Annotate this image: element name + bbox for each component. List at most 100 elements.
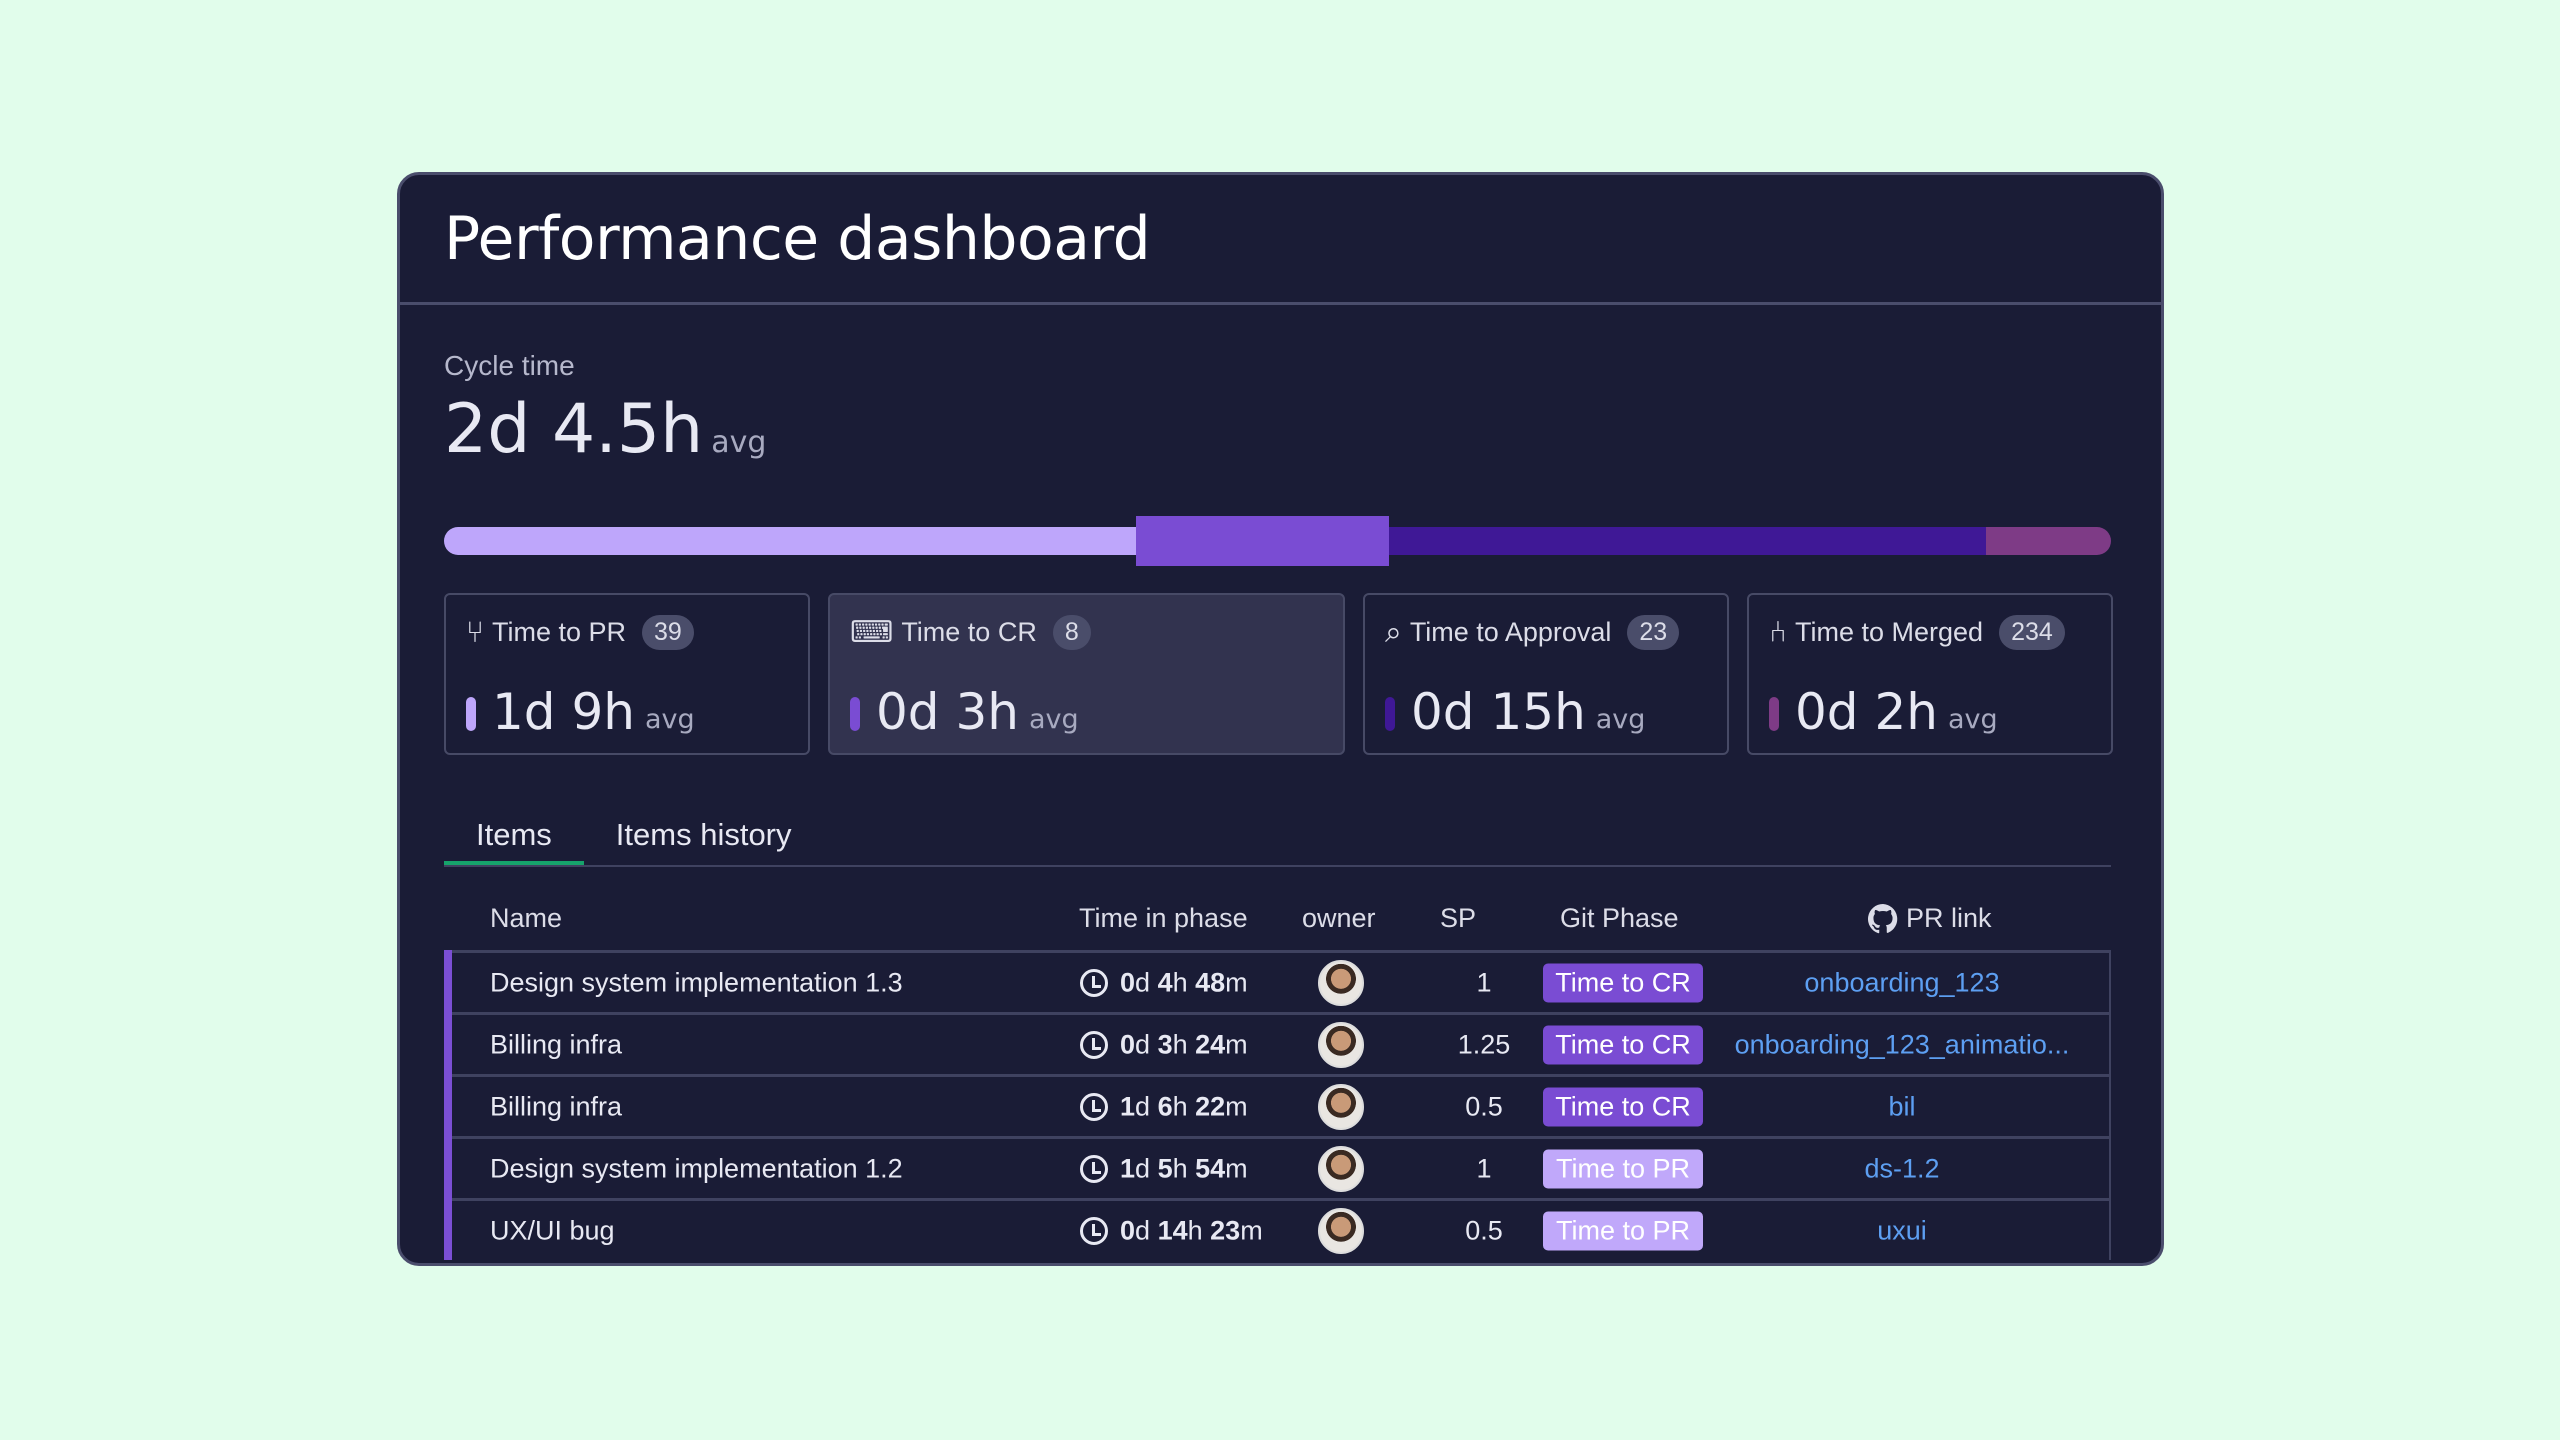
search-check-icon: ⌕ xyxy=(1385,615,1402,649)
kpi-count-badge: 8 xyxy=(1052,615,1091,650)
tab-items[interactable]: Items xyxy=(444,807,584,865)
phase-segment-0[interactable] xyxy=(444,527,1136,555)
kpi-card-time-to-merged[interactable]: ⑃ Time to Merged 234 0d 2h avg xyxy=(1747,593,2113,755)
time-part: 0 xyxy=(1120,1215,1136,1245)
story-points: 1.25 xyxy=(1457,1029,1511,1059)
time-part: 1 xyxy=(1120,1153,1136,1183)
phase-segment-2[interactable] xyxy=(1389,527,1986,555)
kpi-color-pill xyxy=(850,697,860,731)
kpi-count-badge: 39 xyxy=(642,615,694,650)
pr-link[interactable]: onboarding_123 xyxy=(1804,967,2000,997)
time-part: 24 xyxy=(1195,1029,1226,1059)
col-owner[interactable]: owner xyxy=(1302,903,1376,933)
header: Performance dashboard xyxy=(400,175,2161,305)
time-in-phase: 0d 3h 24m xyxy=(1120,1029,1248,1059)
cycle-time-label: Cycle time xyxy=(444,350,575,381)
item-name[interactable]: Design system implementation 1.3 xyxy=(490,967,903,997)
time-in-phase: 1d 6h 22m xyxy=(1120,1091,1248,1121)
phase-segment-1[interactable] xyxy=(1135,516,1390,566)
git-phase-badge: Time to CR xyxy=(1543,1087,1703,1126)
clock-icon xyxy=(1080,1092,1108,1121)
time-part: 54 xyxy=(1195,1153,1226,1183)
pr-header-label: PR link xyxy=(1906,903,1992,933)
kpi-card-time-to-cr[interactable]: ⌨ Time to CR 8 0d 3h avg xyxy=(828,593,1345,755)
pr-link[interactable]: uxui xyxy=(1877,1215,1927,1245)
phase-bar xyxy=(444,516,2111,566)
page-title: Performance dashboard xyxy=(444,203,1151,274)
code-review-icon: ⌨ xyxy=(850,616,894,649)
item-name[interactable]: UX/UI bug xyxy=(490,1215,615,1245)
avatar[interactable] xyxy=(1318,1083,1364,1130)
kpi-label: Time to PR xyxy=(492,617,627,647)
kpi-value: 0d 3h xyxy=(876,683,1019,741)
col-phase[interactable]: Git Phase xyxy=(1560,903,1679,933)
col-time[interactable]: Time in phase xyxy=(1079,903,1248,933)
time-part: 1 xyxy=(1120,1091,1136,1121)
pr-link[interactable]: onboarding_123_animatio... xyxy=(1734,1029,2070,1059)
kpi-color-pill xyxy=(1385,697,1395,731)
kpi-card-time-to-pr[interactable]: ⑂ Time to PR 39 1d 9h avg xyxy=(444,593,810,755)
cycle-value: 2d 4.5h xyxy=(444,390,704,469)
cycle-time-value: 2d 4.5h avg xyxy=(444,390,766,469)
tab-items-history[interactable]: Items history xyxy=(615,817,792,852)
table-row[interactable]: Billing infra 1d 6h 22m 0.5 Time to CR b… xyxy=(452,1074,2111,1136)
kpi-value: 0d 2h xyxy=(1795,683,1938,741)
time-part: 5 xyxy=(1157,1153,1173,1183)
avatar[interactable] xyxy=(1318,1207,1364,1254)
time-part: 14 xyxy=(1157,1215,1188,1245)
git-phase-badge: Time to CR xyxy=(1543,1025,1703,1064)
kpi-card-time-to-approval[interactable]: ⌕ Time to Approval 23 0d 15h avg xyxy=(1363,593,1729,755)
kpi-value: 0d 15h xyxy=(1411,683,1586,741)
time-part: 3 xyxy=(1157,1029,1173,1059)
time-part: 23 xyxy=(1210,1215,1241,1245)
time-in-phase: 0d 4h 48m xyxy=(1120,967,1248,997)
clock-icon xyxy=(1080,968,1108,997)
performance-dashboard-card: Performance dashboard Cycle time 2d 4.5h… xyxy=(397,172,2164,1266)
story-points: 1 xyxy=(1476,1153,1492,1183)
time-in-phase: 0d 14h 23m xyxy=(1120,1215,1263,1245)
story-points: 0.5 xyxy=(1465,1091,1503,1121)
github-icon xyxy=(1868,903,1898,933)
kpi-suffix: avg xyxy=(1595,704,1646,735)
kpi-label: Time to Merged xyxy=(1795,617,1984,647)
kpi-suffix: avg xyxy=(1028,704,1079,735)
col-sp[interactable]: SP xyxy=(1440,903,1477,933)
time-part: 22 xyxy=(1195,1091,1226,1121)
phase-segment-3[interactable] xyxy=(1985,527,2111,555)
col-pr[interactable]: PR link xyxy=(1868,903,1992,934)
avatar[interactable] xyxy=(1318,1021,1364,1068)
clock-icon xyxy=(1080,1154,1108,1183)
item-name[interactable]: Billing infra xyxy=(490,1091,623,1121)
table-row[interactable]: UX/UI bug 0d 14h 23m 0.5 Time to PR uxui xyxy=(452,1198,2111,1260)
clock-icon xyxy=(1080,1216,1108,1245)
clock-icon xyxy=(1080,1030,1108,1059)
kpi-label: Time to Approval xyxy=(1409,617,1612,647)
pr-link[interactable]: bil xyxy=(1888,1091,1916,1121)
git-phase-badge: Time to CR xyxy=(1543,963,1703,1002)
items-table: Design system implementation 1.3 0d 4h 4… xyxy=(444,950,2111,1260)
story-points: 1 xyxy=(1476,967,1492,997)
time-part: 0 xyxy=(1120,1029,1136,1059)
story-points: 0.5 xyxy=(1465,1215,1503,1245)
avatar[interactable] xyxy=(1318,959,1364,1006)
pr-link[interactable]: ds-1.2 xyxy=(1864,1153,1940,1183)
table-row[interactable]: Design system implementation 1.3 0d 4h 4… xyxy=(452,950,2111,1012)
time-part: 4 xyxy=(1157,967,1173,997)
col-name[interactable]: Name xyxy=(490,903,563,933)
time-part: 6 xyxy=(1157,1091,1173,1121)
table-row[interactable]: Billing infra 0d 3h 24m 1.25 Time to CR … xyxy=(452,1012,2111,1074)
kpi-suffix: avg xyxy=(644,704,695,735)
pull-request-icon: ⑂ xyxy=(466,615,484,649)
kpi-color-pill xyxy=(466,697,476,731)
time-part: 48 xyxy=(1195,967,1226,997)
time-part: 0 xyxy=(1120,967,1136,997)
table-row[interactable]: Design system implementation 1.2 1d 5h 5… xyxy=(452,1136,2111,1198)
time-in-phase: 1d 5h 54m xyxy=(1120,1153,1248,1183)
kpi-suffix: avg xyxy=(1947,704,1998,735)
kpi-count-badge: 23 xyxy=(1627,615,1680,650)
item-name[interactable]: Billing infra xyxy=(490,1029,623,1059)
kpi-color-pill xyxy=(1769,697,1779,731)
kpi-value: 1d 9h xyxy=(492,683,635,741)
item-name[interactable]: Design system implementation 1.2 xyxy=(490,1153,903,1183)
avatar[interactable] xyxy=(1318,1145,1364,1192)
